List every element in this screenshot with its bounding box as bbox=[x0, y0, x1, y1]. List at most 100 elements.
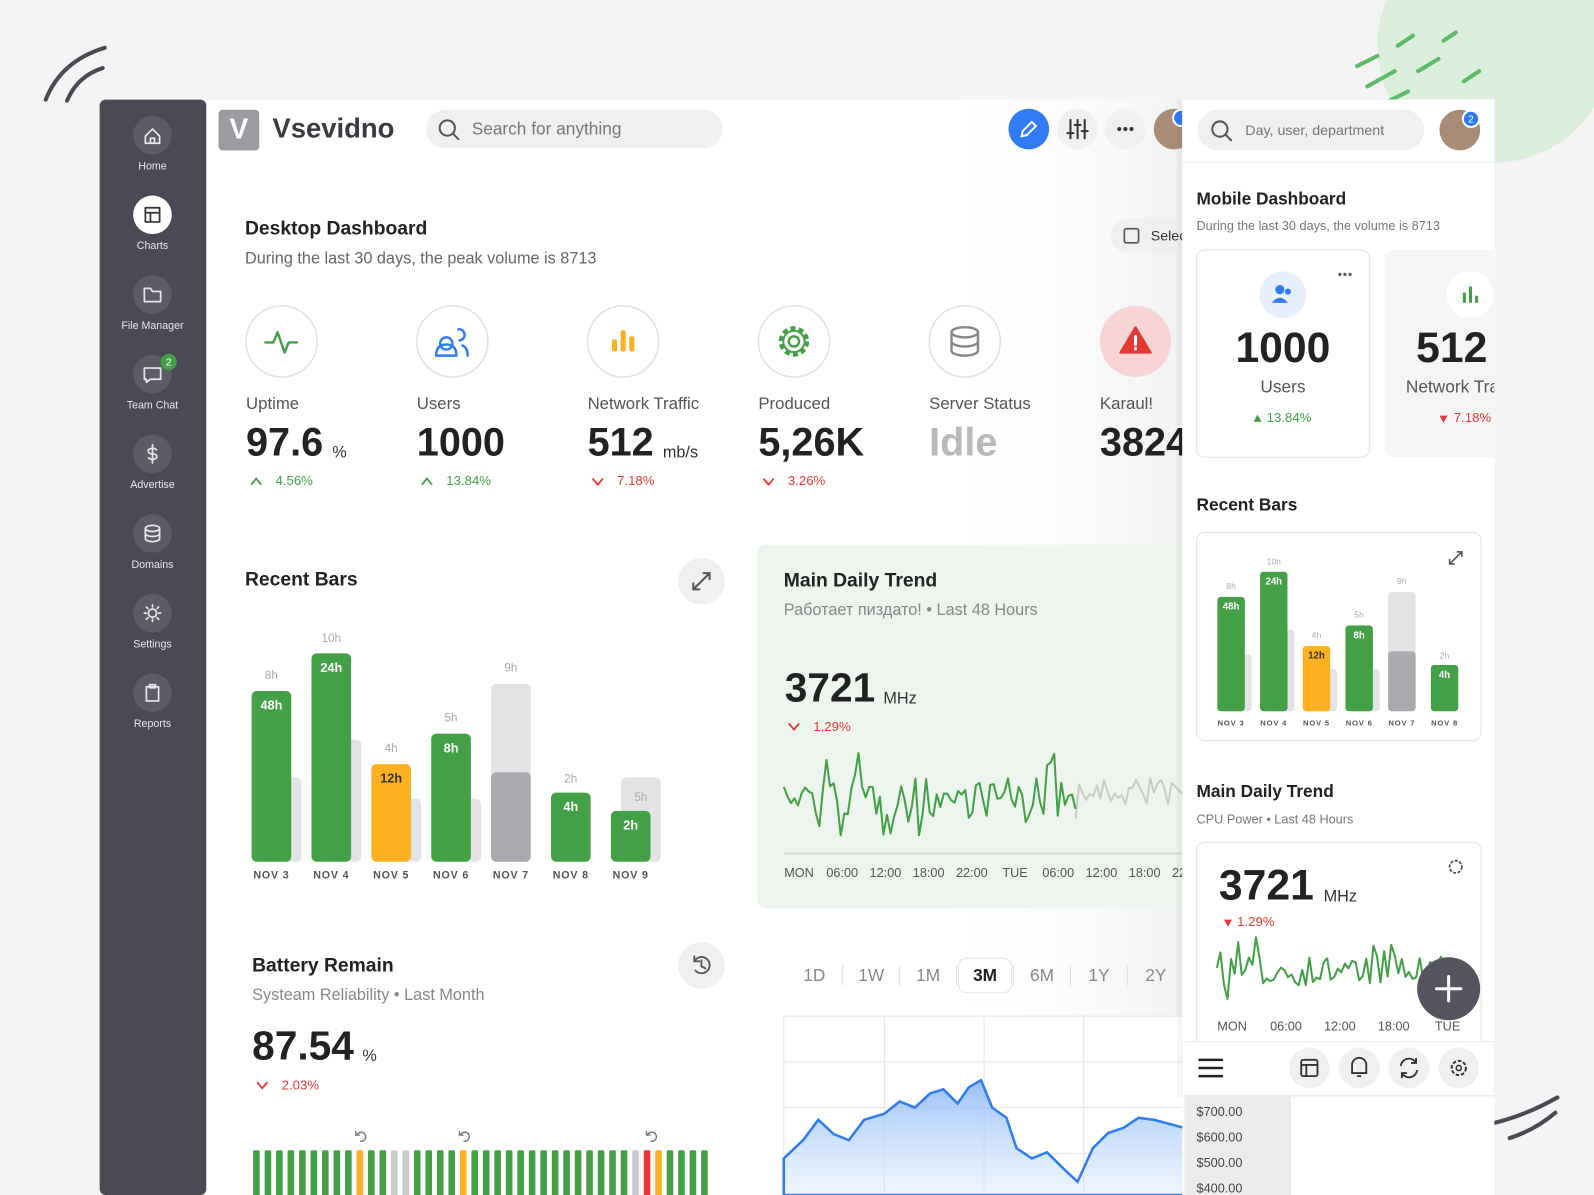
nav-button[interactable] bbox=[133, 514, 172, 553]
nav-icon bbox=[143, 604, 162, 623]
nav-charts[interactable] bbox=[1289, 1047, 1330, 1089]
bar bbox=[371, 764, 412, 862]
range-tab-active[interactable] bbox=[958, 957, 1013, 994]
stat-icon-part bbox=[439, 336, 454, 351]
trend-line-history bbox=[1074, 777, 1183, 820]
down-arrow bbox=[788, 722, 800, 732]
bar-top-label: 9h bbox=[504, 662, 517, 675]
menu-icon[interactable] bbox=[1198, 1058, 1224, 1078]
bar bbox=[1388, 651, 1416, 712]
nav-icon bbox=[147, 443, 158, 464]
battery-bar bbox=[310, 1150, 318, 1195]
bell-icon bbox=[1351, 1056, 1368, 1078]
battery-bar bbox=[597, 1150, 605, 1195]
stat-icon bbox=[778, 326, 810, 357]
trend-value: 3721 bbox=[785, 665, 875, 711]
bar-date: NOV 7 bbox=[1388, 719, 1415, 728]
down-arrow bbox=[1223, 919, 1233, 927]
settings-icon[interactable] bbox=[1448, 859, 1463, 874]
bar-top-label: 2h bbox=[1440, 650, 1450, 660]
bar-top-label: 10h bbox=[322, 632, 341, 645]
gear-icon bbox=[1450, 1059, 1467, 1077]
bar-icon bbox=[611, 339, 618, 352]
stat-icon-part bbox=[264, 331, 299, 354]
nav-button[interactable] bbox=[133, 673, 172, 713]
mobile-trend-unit: MHz bbox=[1324, 888, 1357, 906]
bar-date: NOV 3 bbox=[253, 870, 289, 882]
dashboard-title: Desktop Dashboard bbox=[245, 219, 427, 240]
stat-icon-bg bbox=[757, 305, 831, 378]
logo[interactable] bbox=[218, 109, 260, 151]
range-label: 6M bbox=[1030, 965, 1054, 985]
x-label: TUE bbox=[1435, 1020, 1460, 1034]
search-box[interactable] bbox=[425, 109, 723, 149]
nav-icon bbox=[144, 128, 161, 145]
nav-icon bbox=[143, 287, 162, 303]
bar bbox=[550, 792, 591, 862]
mobile-bars-title: Recent Bars bbox=[1197, 495, 1298, 515]
bar-label: 4h bbox=[1439, 670, 1450, 681]
gear bbox=[782, 329, 806, 354]
nav-settings[interactable] bbox=[1438, 1047, 1480, 1089]
battery-title: Battery Remain bbox=[252, 955, 394, 976]
battery-bar bbox=[425, 1150, 433, 1195]
bar-date: NOV 6 bbox=[433, 870, 469, 882]
bar-label: 24h bbox=[1265, 577, 1282, 588]
nav-sync[interactable] bbox=[1388, 1047, 1430, 1089]
traffic-label: Network Traffic bbox=[1406, 377, 1521, 397]
bar-top-label: 10h bbox=[1267, 556, 1282, 566]
sidebar bbox=[99, 99, 207, 1195]
battery-bar bbox=[333, 1150, 341, 1195]
edit-icon bbox=[1020, 120, 1038, 138]
battery-unit: % bbox=[362, 1047, 376, 1065]
up-arrow bbox=[250, 477, 262, 486]
add-icon bbox=[1434, 975, 1463, 1003]
select-button[interactable] bbox=[1111, 218, 1202, 254]
bar bbox=[610, 810, 651, 862]
x-label: 06:00 bbox=[826, 866, 858, 880]
nav-button[interactable] bbox=[133, 195, 172, 235]
battery-bar bbox=[448, 1150, 456, 1195]
battery-bar bbox=[436, 1150, 444, 1195]
gear bbox=[778, 326, 810, 357]
sync-icon bbox=[1399, 1057, 1419, 1079]
bar-label: 48h bbox=[1223, 602, 1240, 613]
nav-button[interactable] bbox=[133, 593, 172, 633]
bar-date: NOV 4 bbox=[313, 870, 349, 882]
bar-date: NOV 5 bbox=[1303, 719, 1330, 728]
mobile-trend-value: 3721 bbox=[1219, 861, 1314, 909]
bar bbox=[311, 653, 352, 862]
refresh-mark bbox=[355, 1130, 367, 1142]
expand-icon[interactable] bbox=[1448, 550, 1463, 565]
refresh-mark bbox=[645, 1130, 658, 1142]
nav-button[interactable] bbox=[133, 275, 172, 314]
stat-label: Server Status bbox=[929, 394, 1031, 413]
x-label: MON bbox=[784, 866, 814, 880]
range-label: 2Y bbox=[1145, 965, 1167, 985]
bar-label: 8h bbox=[1354, 630, 1365, 641]
trend-subtitle: Работает пиздато! • Last 48 Hours bbox=[784, 601, 1038, 619]
bar-date: NOV 8 bbox=[1431, 719, 1458, 728]
battery-bar bbox=[368, 1150, 375, 1195]
battery-bar bbox=[471, 1150, 478, 1195]
nav-icon bbox=[143, 367, 162, 384]
stat-value: 1000 bbox=[417, 421, 505, 465]
bar bbox=[1345, 625, 1373, 712]
brand: Vsevidno bbox=[272, 112, 394, 143]
stat-icon-part bbox=[950, 325, 980, 357]
nav-notifications[interactable] bbox=[1338, 1047, 1380, 1089]
nav-button[interactable] bbox=[133, 115, 172, 155]
bar-date: NOV 6 bbox=[1346, 719, 1373, 728]
stat-change: 7.18% bbox=[617, 473, 655, 488]
up-arrow bbox=[1253, 414, 1262, 422]
edit-button[interactable] bbox=[1008, 108, 1050, 150]
stat-change: 13.84% bbox=[446, 473, 491, 488]
range-tabs: 1D 1W 1M 3M 6M 1Y 2Y bbox=[803, 957, 1167, 994]
stat-icon-part bbox=[787, 335, 801, 348]
battery-bar bbox=[609, 1150, 616, 1195]
card-menu[interactable] bbox=[1338, 272, 1352, 276]
mobile-search[interactable] bbox=[1197, 109, 1425, 151]
range-label: 1D bbox=[803, 965, 825, 985]
trend-x-labels: MON 06:00 12:00 18:00 22:00 TUE 06:00 12:00 18:0… bbox=[784, 866, 1182, 880]
